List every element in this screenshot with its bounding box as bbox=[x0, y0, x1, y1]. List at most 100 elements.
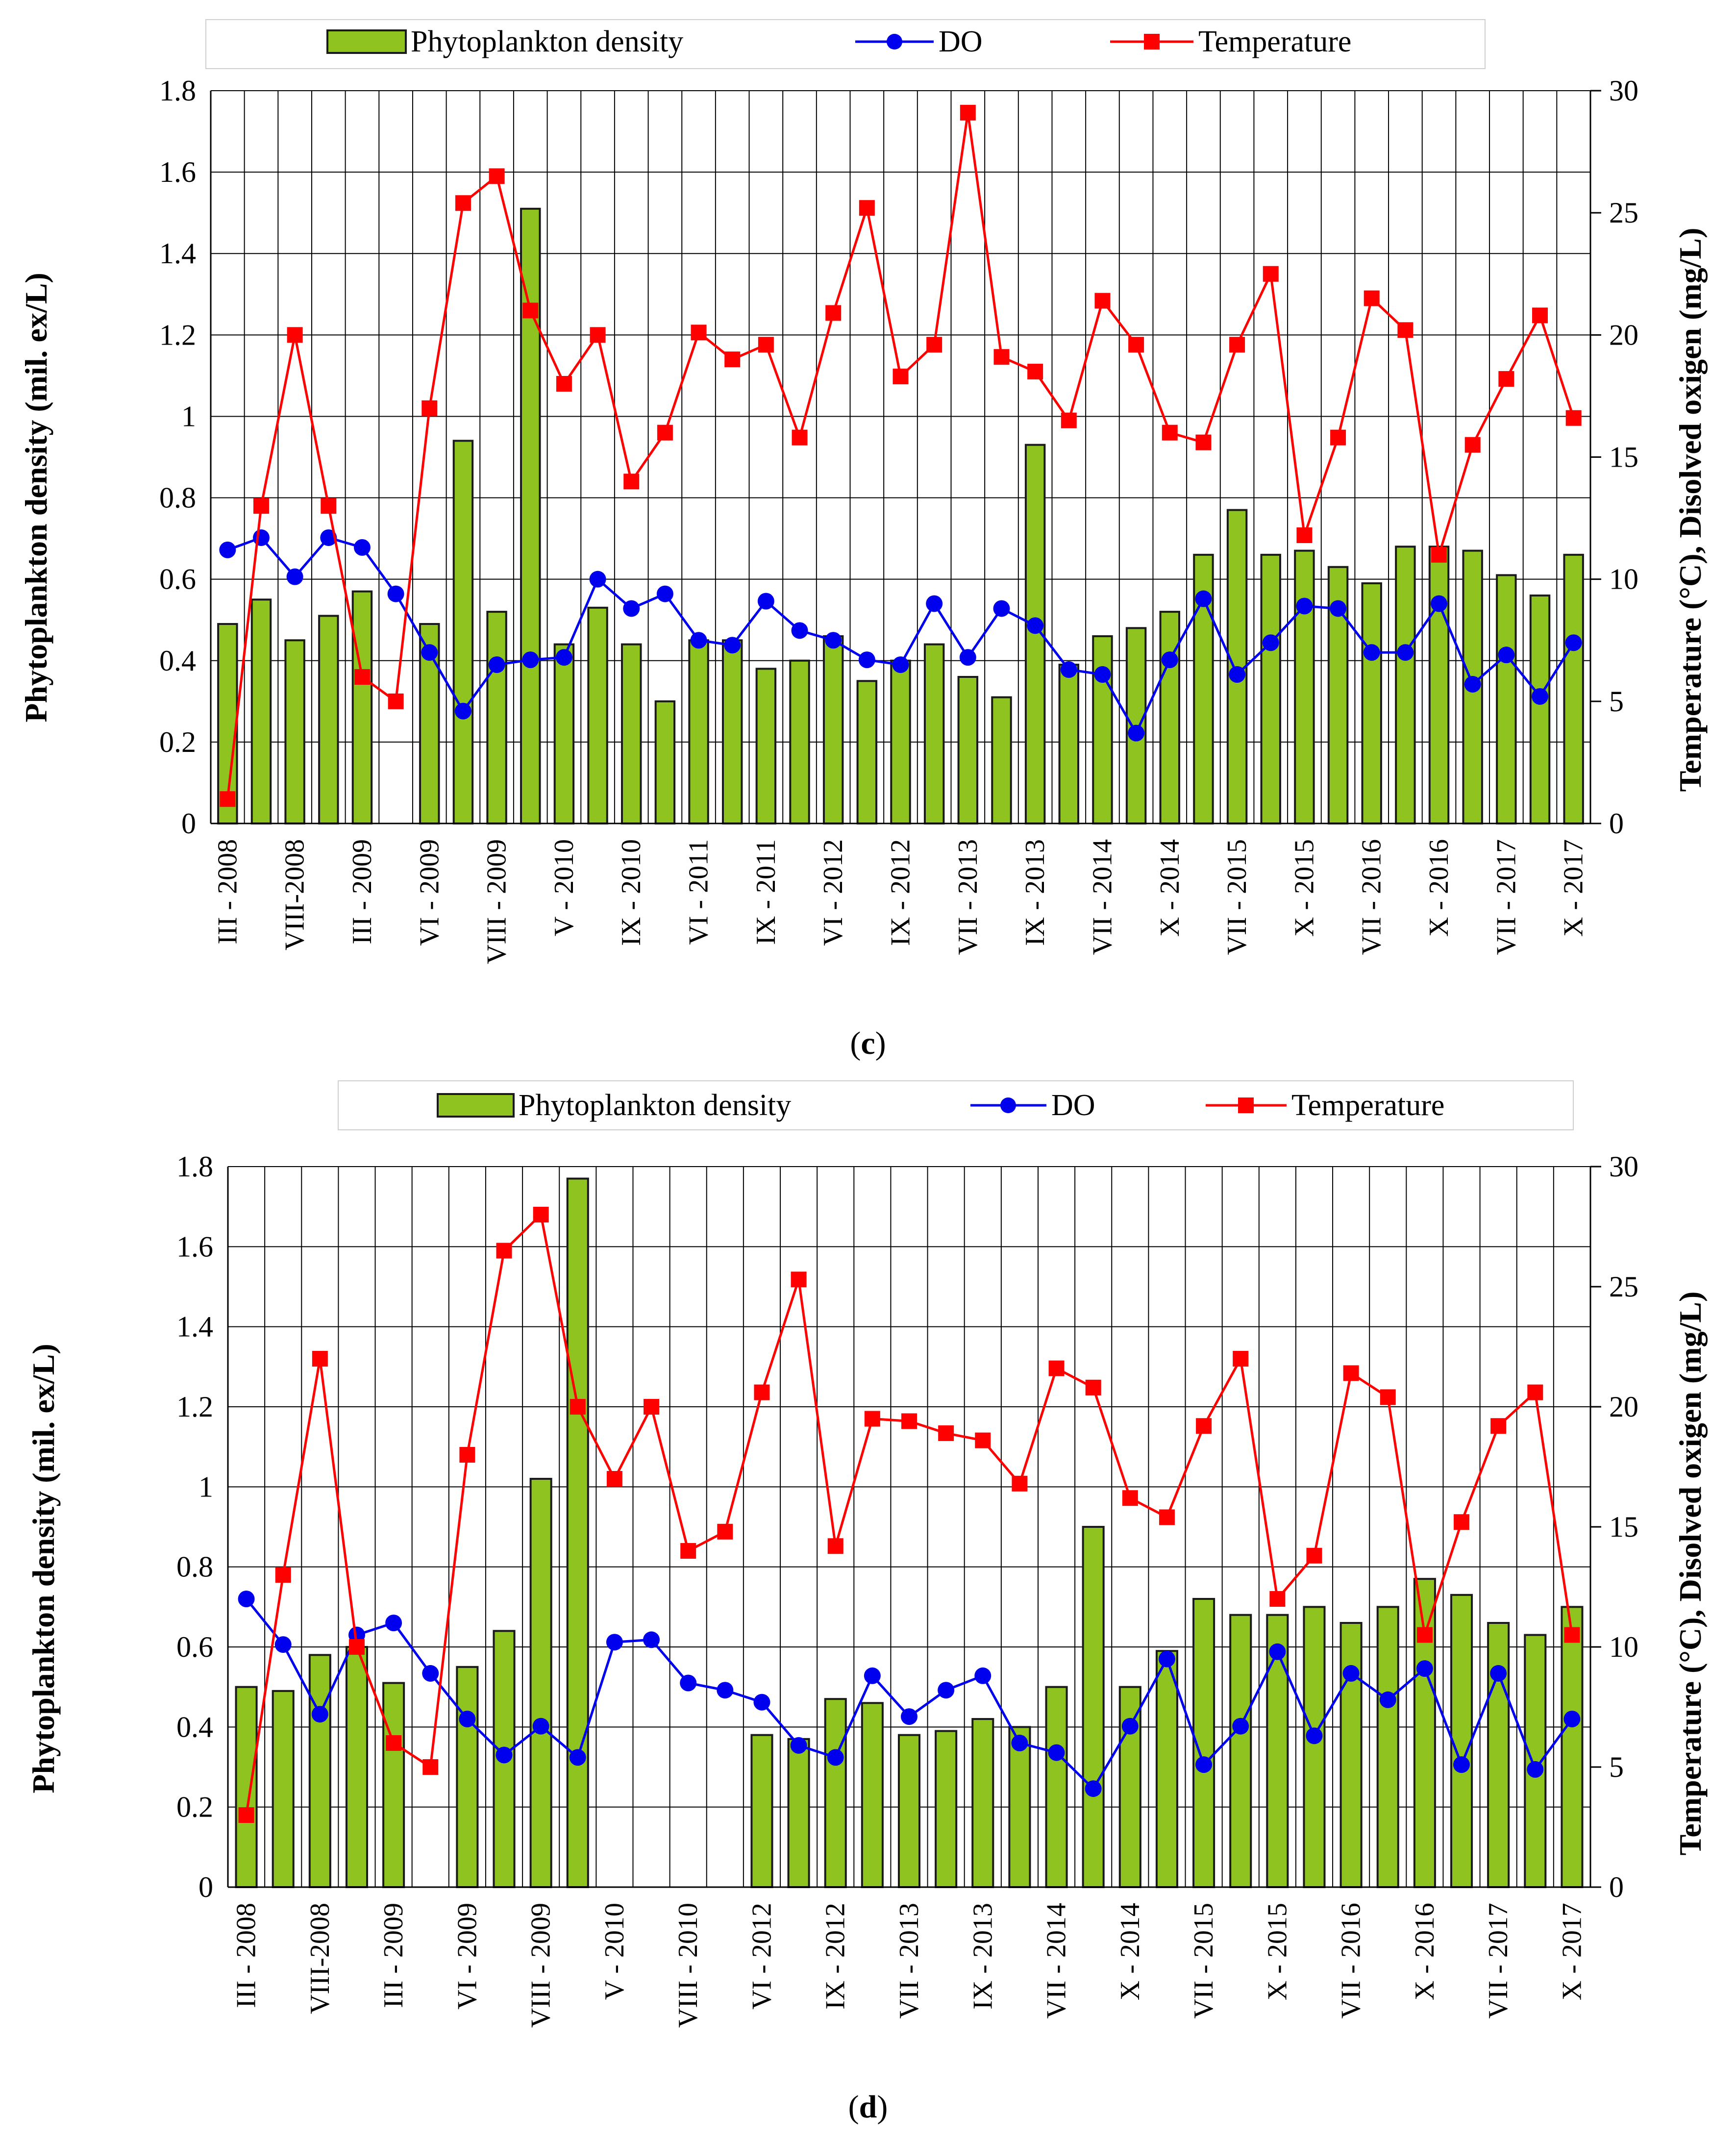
left-tick-label: 1.6 bbox=[159, 156, 196, 188]
x-tick-label: VIII - 2010 bbox=[673, 1903, 703, 2028]
density-bar bbox=[272, 1690, 295, 1888]
legend-box bbox=[338, 1080, 1574, 1130]
do-point bbox=[790, 1737, 807, 1754]
density-bar bbox=[520, 207, 541, 825]
density-bar bbox=[566, 1177, 589, 1888]
right-y-ticks: 0 5 10 15 20 25 30 bbox=[1590, 1150, 1638, 1903]
legend-do-label: DO bbox=[939, 25, 983, 58]
x-tick-label: IX - 2013 bbox=[967, 1903, 998, 2010]
right-tick-label: 25 bbox=[1609, 1271, 1638, 1303]
temperature-point bbox=[975, 1432, 991, 1448]
temperature-point bbox=[901, 1413, 917, 1429]
density-bar bbox=[1563, 553, 1584, 825]
do-series bbox=[238, 1591, 1581, 1797]
left-tick-label: 0.2 bbox=[176, 1791, 213, 1823]
do-point bbox=[1027, 617, 1044, 634]
right-tick-label: 30 bbox=[1609, 1150, 1638, 1183]
density-bar bbox=[1361, 582, 1382, 824]
temperature-point bbox=[1490, 1418, 1507, 1434]
x-tick-label: VII - 2013 bbox=[894, 1903, 924, 2018]
density-bar bbox=[1058, 664, 1080, 825]
do-point bbox=[753, 1694, 770, 1711]
x-tick-label: IX - 2010 bbox=[616, 839, 646, 946]
density-bar bbox=[1008, 1726, 1031, 1888]
do-point bbox=[1269, 1643, 1286, 1660]
legend-temp-marker bbox=[1238, 1097, 1254, 1113]
density-bar bbox=[861, 1702, 884, 1888]
density-bar bbox=[1159, 611, 1180, 824]
temperature-point bbox=[570, 1399, 586, 1415]
do-point bbox=[1416, 1660, 1433, 1677]
do-point bbox=[311, 1706, 328, 1723]
do-point bbox=[274, 1636, 292, 1653]
temperature-point bbox=[606, 1471, 622, 1487]
temperature-point bbox=[993, 349, 1010, 365]
x-tick-label: VII - 2014 bbox=[1042, 1903, 1072, 2018]
density-bar bbox=[1260, 553, 1281, 825]
panel-letter: c bbox=[861, 1025, 875, 1061]
x-tick-label: X - 2014 bbox=[1155, 839, 1185, 937]
do-point bbox=[1085, 1780, 1102, 1797]
do-point bbox=[1490, 1665, 1507, 1682]
x-tick-label: VII - 2017 bbox=[1483, 1903, 1513, 2018]
do-point bbox=[1011, 1735, 1028, 1751]
temperature-point bbox=[1229, 337, 1245, 353]
do-point bbox=[974, 1667, 992, 1684]
density-bar bbox=[789, 659, 810, 825]
density-bar bbox=[1561, 1606, 1584, 1888]
density-bar bbox=[308, 1654, 331, 1888]
temperature-point bbox=[422, 1759, 439, 1775]
density-bar bbox=[587, 606, 608, 824]
density-bars bbox=[217, 207, 1584, 825]
do-point bbox=[623, 600, 640, 617]
do-point bbox=[724, 637, 741, 654]
temperature-point bbox=[680, 1543, 696, 1559]
temperature-point bbox=[1565, 410, 1582, 426]
x-ticks: III - 2008 VIII-2008 III - 2009 VI - 2009 VI… bbox=[212, 839, 1588, 964]
do-point bbox=[1306, 1727, 1323, 1744]
density-bar bbox=[787, 1738, 810, 1888]
temperature-point bbox=[1564, 1627, 1580, 1643]
x-tick-label: VIII - 2009 bbox=[482, 839, 512, 964]
density-bar bbox=[890, 659, 911, 825]
left-tick-label: 1.8 bbox=[159, 75, 196, 107]
do-point bbox=[827, 1749, 844, 1766]
x-tick-label: IX - 2013 bbox=[1020, 839, 1050, 946]
temperature-point bbox=[1048, 1360, 1065, 1376]
temperature-point bbox=[422, 400, 438, 416]
density-bar bbox=[1395, 546, 1416, 824]
legend-density-label: Phytoplankton density bbox=[411, 25, 683, 58]
do-point bbox=[1453, 1756, 1470, 1773]
right-tick-label: 5 bbox=[1609, 1751, 1624, 1783]
do-point bbox=[825, 632, 842, 649]
temperature-series bbox=[220, 104, 1582, 807]
temperature-point bbox=[388, 693, 404, 709]
do-point bbox=[1431, 595, 1448, 612]
do-point bbox=[1229, 666, 1246, 683]
do-point bbox=[1232, 1718, 1249, 1735]
do-point bbox=[1565, 634, 1582, 651]
temperature-point bbox=[287, 327, 303, 343]
temperature-point bbox=[1532, 307, 1548, 324]
do-point bbox=[1532, 688, 1549, 705]
density-bar bbox=[621, 643, 642, 824]
x-tick-label: VI - 2009 bbox=[414, 839, 445, 946]
x-tick-label: X - 2017 bbox=[1559, 839, 1589, 937]
temperature-point bbox=[1128, 337, 1144, 353]
left-tick-label: 0.4 bbox=[159, 645, 196, 677]
density-bar bbox=[452, 440, 474, 824]
do-point bbox=[1060, 661, 1077, 678]
temperature-point bbox=[1364, 290, 1380, 306]
temperature-point bbox=[489, 168, 505, 184]
left-tick-label: 0.8 bbox=[176, 1551, 213, 1583]
x-tick-label: VII - 2013 bbox=[953, 839, 983, 955]
legend-density-swatch bbox=[326, 29, 407, 54]
legend-temp-marker bbox=[1144, 34, 1160, 50]
temperature-point bbox=[1061, 412, 1077, 428]
density-bar bbox=[923, 643, 945, 824]
density-bar bbox=[351, 590, 373, 825]
do-point bbox=[569, 1749, 586, 1766]
do-point bbox=[1262, 634, 1279, 651]
density-bar bbox=[971, 1718, 994, 1888]
right-axis-label: Temperature (°C), Disolved oxigen (mg/L) bbox=[1673, 228, 1708, 792]
